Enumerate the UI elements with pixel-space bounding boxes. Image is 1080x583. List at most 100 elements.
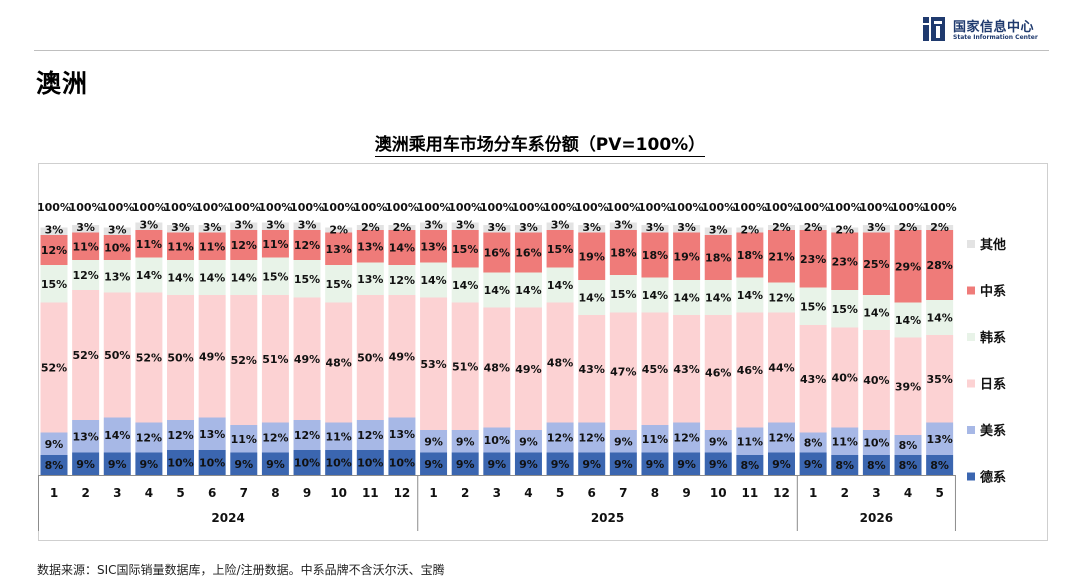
bar-segment <box>609 452 637 475</box>
x-tick-label: 3 <box>872 486 880 500</box>
bar-segment <box>40 432 68 455</box>
bar-segment <box>578 225 606 233</box>
data-label: 49% <box>199 350 225 363</box>
x-tick-label: 4 <box>145 486 153 500</box>
legend-label: 美系 <box>980 423 1006 439</box>
data-label: 8% <box>930 459 949 472</box>
bar-segment <box>641 277 669 313</box>
data-label: 3% <box>203 221 222 234</box>
data-label: 12% <box>768 292 794 305</box>
x-tick-label: 4 <box>524 486 532 500</box>
total-label: 100% <box>511 201 545 214</box>
logo: 国家信息中心 State Information Center <box>923 15 1053 47</box>
bar-segment <box>546 222 574 230</box>
bar-segment <box>230 222 258 230</box>
data-label: 8% <box>741 459 760 472</box>
data-label: 8% <box>899 459 918 472</box>
data-label: 9% <box>804 458 823 471</box>
x-tick-label: 8 <box>271 486 279 500</box>
data-label: 3% <box>867 221 886 234</box>
data-label: 3% <box>76 221 95 234</box>
x-tick-label: 4 <box>904 486 912 500</box>
data-label: 52% <box>72 349 98 362</box>
bar-segment <box>135 422 163 453</box>
bar-segment <box>483 225 511 233</box>
bar-segment <box>388 265 416 295</box>
bar-segment <box>894 435 922 455</box>
data-label: 52% <box>41 362 67 375</box>
data-label: 11% <box>832 435 858 448</box>
bar-segment <box>261 452 289 475</box>
total-label: 100% <box>575 201 609 214</box>
bar-segment <box>167 232 195 260</box>
bar-segment <box>546 452 574 475</box>
total-label: 100% <box>132 201 166 214</box>
data-label: 16% <box>484 247 510 260</box>
data-label: 50% <box>357 352 383 365</box>
total-label: 100% <box>290 201 324 214</box>
data-label: 3% <box>646 221 665 234</box>
bar-segment <box>862 455 890 475</box>
bar-segment <box>135 257 163 293</box>
bar-segment <box>72 290 100 420</box>
bar-segment <box>103 235 131 260</box>
x-tick-label: 5 <box>176 486 184 500</box>
data-source-note: 数据来源：SIC国际销量数据库，上险/注册数据。中系品牌不含沃尔沃、宝腾 <box>37 563 445 577</box>
data-label: 14% <box>136 269 162 282</box>
data-label: 47% <box>610 365 636 378</box>
bar-segment <box>799 325 827 433</box>
x-tick-label: 2 <box>461 486 469 500</box>
data-label: 9% <box>614 435 633 448</box>
data-label: 15% <box>262 270 288 283</box>
data-label: 14% <box>167 272 193 285</box>
data-label: 40% <box>832 372 858 385</box>
bar-segment <box>167 260 195 295</box>
x-tick-label: 7 <box>240 486 248 500</box>
data-label: 10% <box>167 457 193 470</box>
data-label: 15% <box>41 278 67 291</box>
legend-swatch <box>967 333 975 341</box>
data-label: 19% <box>579 250 605 263</box>
data-label: 10% <box>199 457 225 470</box>
data-label: 9% <box>677 458 696 471</box>
data-label: 11% <box>167 240 193 253</box>
data-label: 35% <box>926 373 952 386</box>
bar-segment <box>420 230 448 263</box>
bar-segment <box>325 422 353 450</box>
bar-segment <box>926 225 954 230</box>
data-label: 43% <box>800 373 826 386</box>
data-label: 46% <box>705 367 731 380</box>
x-tick-label: 1 <box>429 486 437 500</box>
bar-segment <box>862 225 890 233</box>
bar-segment <box>388 450 416 475</box>
total-label: 100% <box>227 201 261 214</box>
bar-segment <box>894 302 922 338</box>
bar-segment <box>167 295 195 420</box>
bar-segment <box>451 430 479 453</box>
bar-segment <box>641 425 669 453</box>
data-label: 25% <box>863 258 889 271</box>
bar-segment <box>135 292 163 423</box>
bar-segment <box>704 280 732 315</box>
data-label: 15% <box>294 273 320 286</box>
bar-segment <box>198 232 226 260</box>
bar-segment <box>862 330 890 430</box>
data-label: 9% <box>424 458 443 471</box>
bar-segment <box>72 420 100 453</box>
data-label: 49% <box>515 363 541 376</box>
bar-segment <box>894 455 922 475</box>
data-label: 8% <box>867 459 886 472</box>
data-label: 3% <box>234 219 253 232</box>
x-tick-label: 5 <box>935 486 943 500</box>
bar-segment <box>325 232 353 265</box>
data-label: 9% <box>234 458 253 471</box>
x-tick-label: 12 <box>773 486 790 500</box>
bar-segment <box>767 225 795 230</box>
bar-segment <box>325 227 353 233</box>
legend-label: 日系 <box>980 377 1006 393</box>
data-label: 15% <box>547 243 573 256</box>
bar-segment <box>578 452 606 475</box>
data-label: 10% <box>389 457 415 470</box>
group-label: 2025 <box>591 511 624 525</box>
bar-segment <box>198 225 226 233</box>
